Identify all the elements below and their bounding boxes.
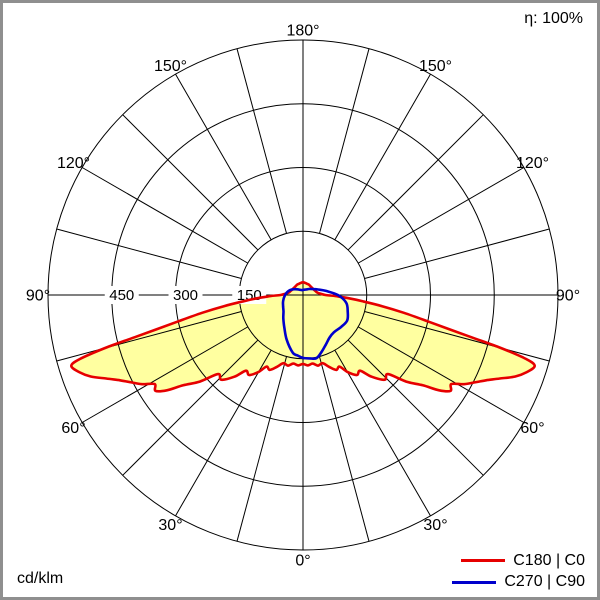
legend-line-sample (452, 580, 497, 584)
angle-label: 120° (57, 155, 90, 172)
grid-spoke (122, 339, 259, 476)
ring-value-label: 300 (173, 287, 198, 304)
angle-label: 150° (419, 58, 452, 75)
grid-spoke (236, 356, 287, 542)
grid-spoke (347, 339, 484, 476)
grid-spoke (236, 48, 287, 234)
angle-label: 90° (26, 288, 50, 305)
grid-spoke (122, 114, 259, 251)
legend-label: C180 | C0 (513, 551, 585, 569)
grid-spoke (364, 311, 550, 362)
polar-intensity-chart: 450 300 1500°30°30°60°60°90°90°120°120°150… (26, 23, 580, 570)
angle-label: 0° (295, 553, 310, 570)
grid-spoke (56, 311, 242, 362)
angle-label: 30° (423, 517, 447, 534)
grid-spoke (81, 167, 249, 264)
angle-label: 150° (154, 58, 187, 75)
grid-spoke (175, 349, 272, 517)
unit-label: cd/klm (17, 570, 64, 587)
grid-spoke (364, 228, 550, 279)
series-curve (281, 287, 350, 361)
legend-item: C270 | C90 (452, 573, 585, 591)
ring-label-bg (232, 286, 267, 304)
ring-value-label: 450 (109, 287, 134, 304)
grid-spoke (319, 48, 370, 234)
legend-item: C180 | C0 (452, 552, 585, 570)
series-curve (70, 281, 536, 393)
grid-spoke (81, 326, 249, 423)
grid-spoke (56, 228, 242, 279)
grid-spoke (334, 349, 431, 517)
legend-label: C270 | C90 (504, 573, 585, 591)
grid-spoke (319, 356, 370, 542)
angle-label: 60° (520, 420, 544, 437)
angle-label: 60° (61, 420, 85, 437)
efficiency-label: η: 100% (524, 10, 583, 27)
grid-spoke (357, 167, 525, 264)
legend: C180 | C0 C270 | C90 (452, 552, 585, 591)
grid-spoke (334, 73, 431, 241)
grid-spoke (357, 326, 525, 423)
angle-label: 180° (286, 23, 319, 40)
angle-label: 120° (516, 155, 549, 172)
grid-spoke (175, 73, 272, 241)
grid-spoke (347, 114, 484, 251)
angle-label: 90° (556, 288, 580, 305)
ring-label-bg (104, 286, 139, 304)
ring-label-bg (168, 286, 203, 304)
angle-label: 30° (158, 517, 182, 534)
legend-line-sample (461, 559, 506, 563)
